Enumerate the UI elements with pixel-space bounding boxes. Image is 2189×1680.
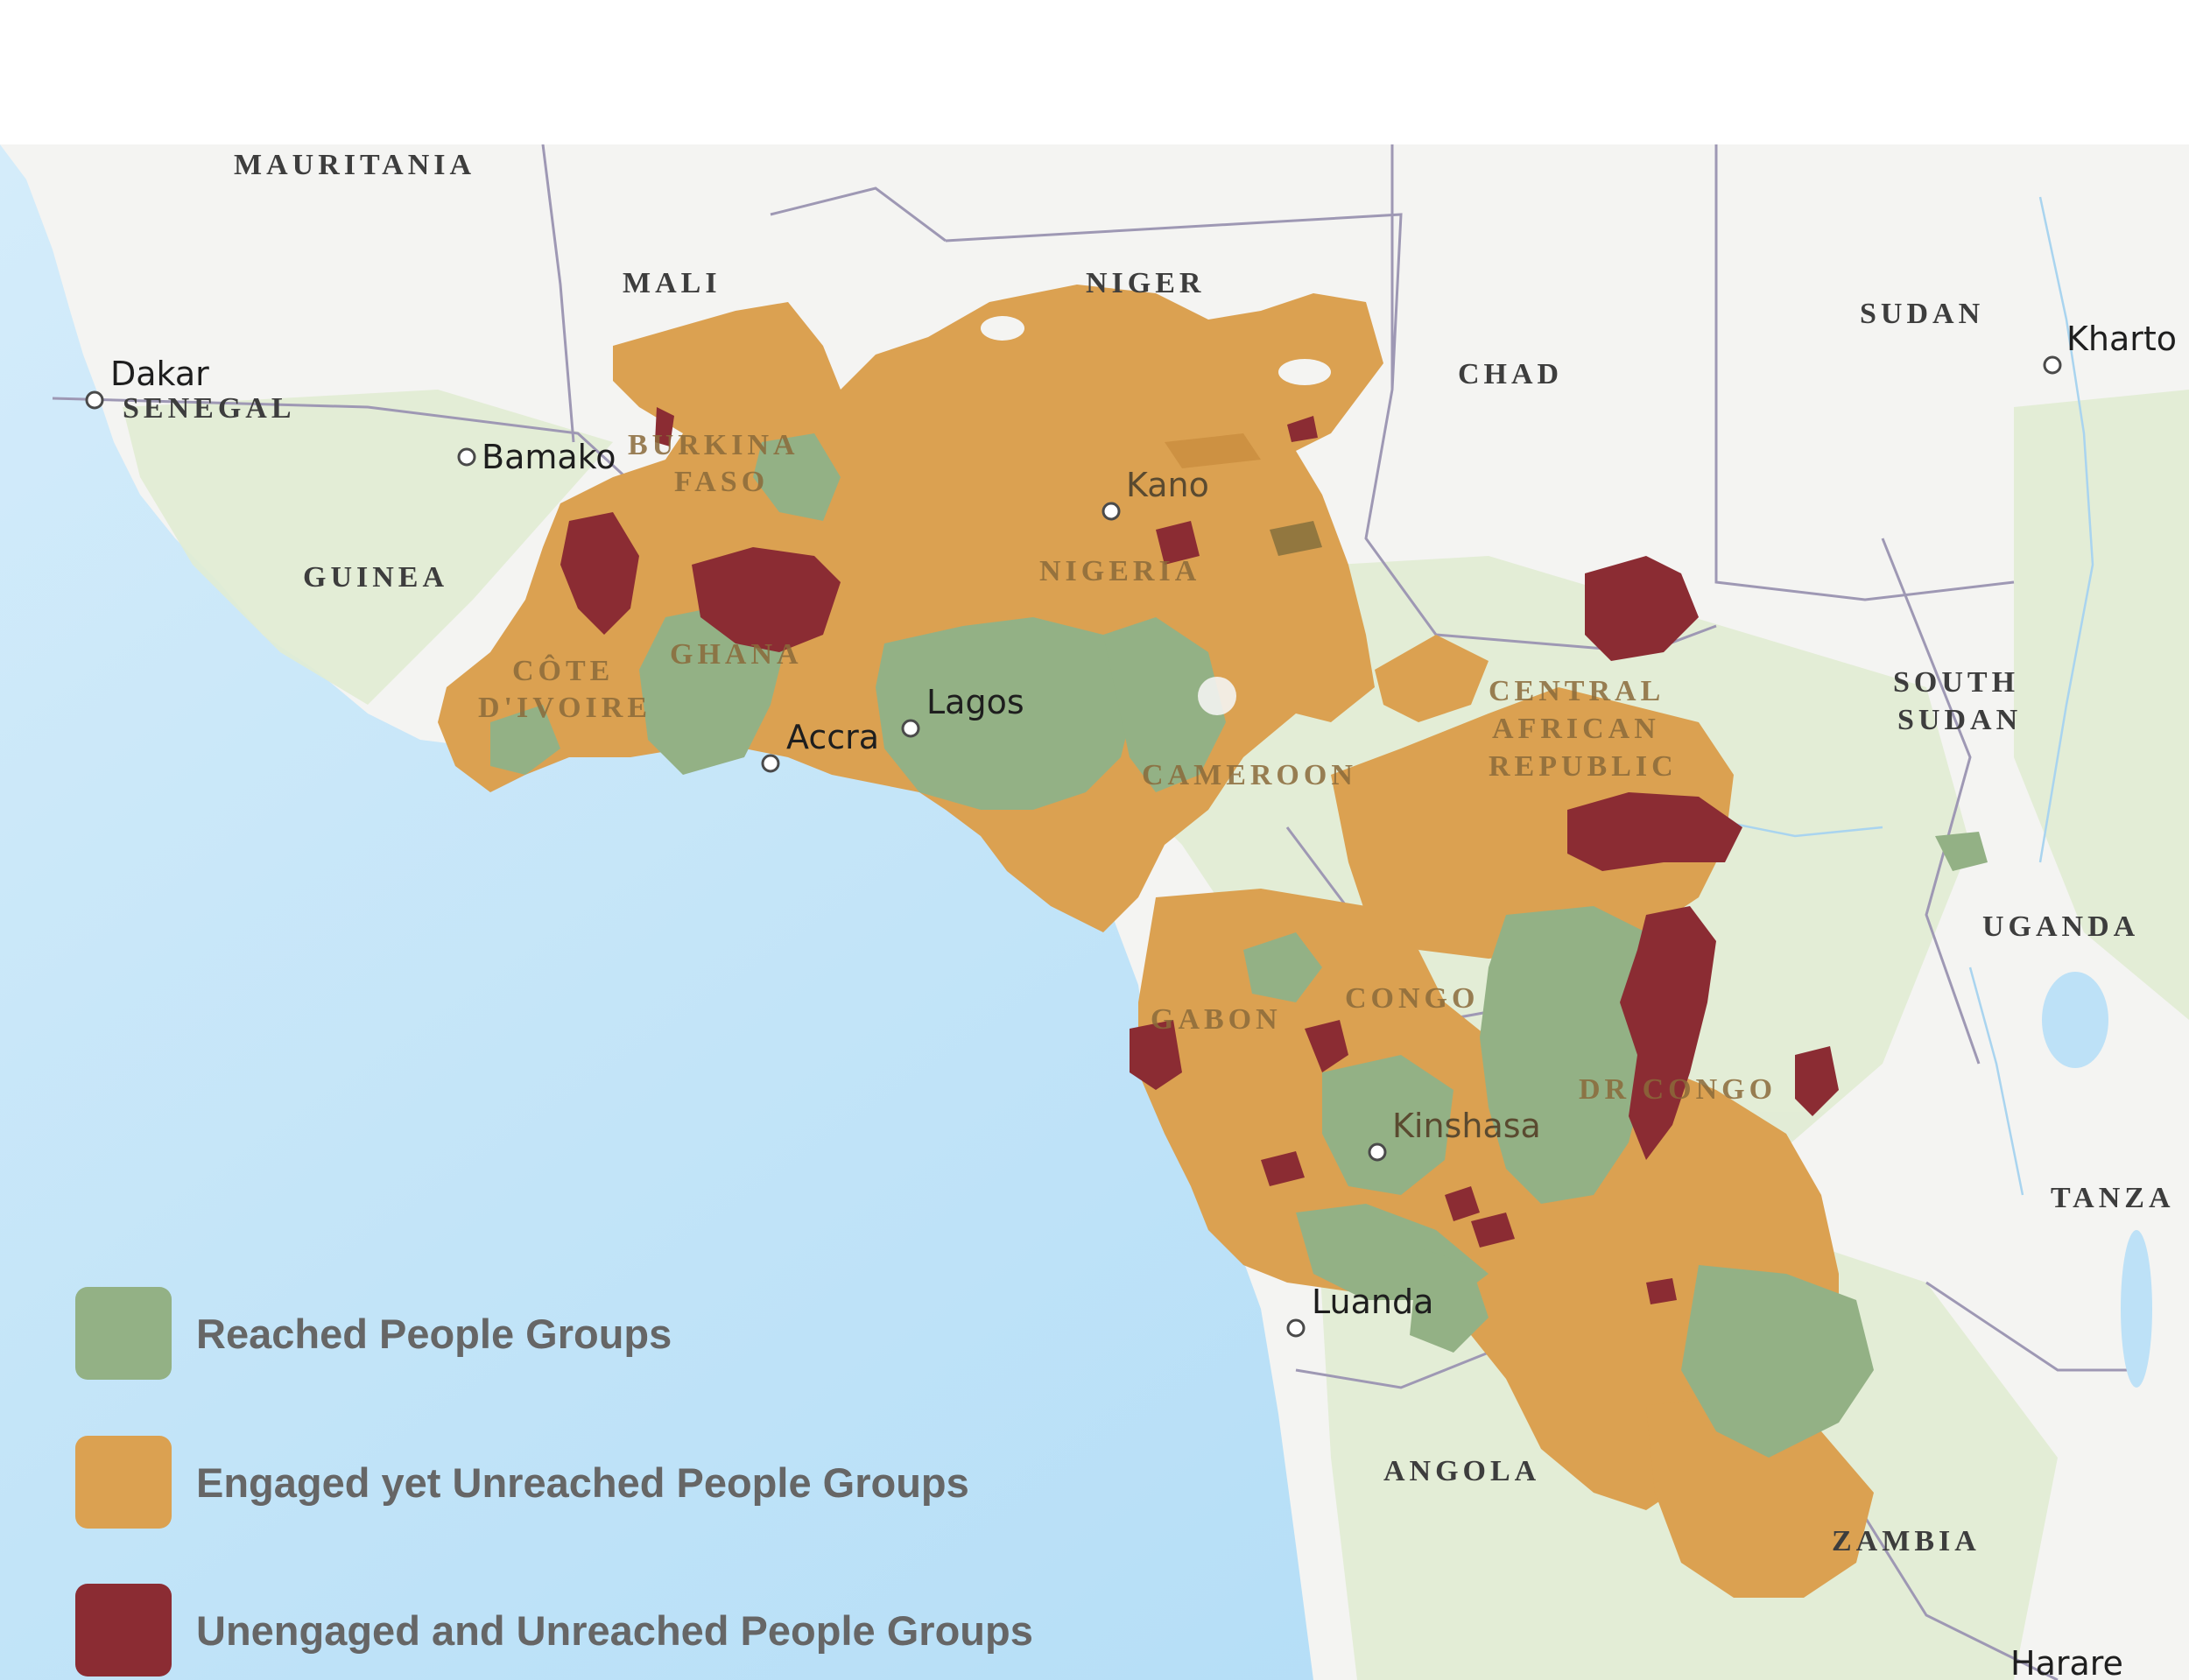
label-senegal: SENEGAL [123,392,296,425]
label-nigeria: NIGERIA [1039,555,1200,587]
label-tanzania: TANZA [2051,1182,2175,1214]
label-accra: Accra [786,718,879,756]
city-labels: Dakar Bamako Kano Lagos Accra Kinshasa L… [110,320,2177,1680]
legend-swatch-engaged-unreached [75,1436,172,1529]
city-marker-bamako [457,447,476,467]
label-mali: MALI [623,267,721,299]
label-burkina-1: BURKINA [628,429,799,461]
legend-swatch-reached [75,1287,172,1380]
reached-regions [490,433,1988,1458]
label-dr-congo: DR CONGO [1579,1073,1777,1106]
city-markers [85,355,2062,1338]
label-ghana: GHANA [670,638,803,671]
legend-label-engaged-unreached: Engaged yet Unreached People Groups [196,1459,969,1506]
label-sudan: SUDAN [1860,298,1984,330]
city-marker-kano [1102,502,1121,521]
legend-item-engaged-unreached: Engaged yet Unreached People Groups [75,1436,1126,1532]
country-labels: MAURITANIA MALI NIGER CHAD SUDAN SENEGAL… [123,149,2175,1557]
label-harare: Harare [2010,1644,2123,1680]
label-south-sudan-1: SOUTH [1893,666,2019,699]
legend-item-reached: Reached People Groups [75,1287,1126,1383]
label-luanda: Luanda [1312,1283,1433,1321]
label-car-1: CENTRAL [1489,675,1665,707]
legend-swatch-unengaged-unreached [75,1584,172,1676]
legend-item-unengaged-unreached: Unengaged and Unreached People Groups [75,1584,1126,1680]
map-details [981,316,1331,715]
label-lagos: Lagos [926,683,1024,721]
map-legend: Reached People Groups Engaged yet Unreac… [75,1287,1126,1680]
legend-label-reached: Reached People Groups [196,1311,672,1357]
label-south-sudan-2: SUDAN [1897,704,2022,736]
legend-label-unengaged-unreached: Unengaged and Unreached People Groups [196,1607,1033,1654]
label-burkina-2: FASO [674,466,769,498]
label-cameroon: CAMEROON [1142,759,1357,791]
label-kinshasa: Kinshasa [1392,1107,1541,1145]
map-view[interactable]: MAURITANIA MALI NIGER CHAD SUDAN SENEGAL… [0,144,2189,1680]
label-cote-1: CÔTE [512,654,614,687]
city-marker-luanda [1286,1318,1306,1338]
label-uganda: UGANDA [1982,910,2139,943]
label-khartoum: Kharto [2066,320,2177,358]
city-marker-accra [761,754,780,773]
label-mauritania: MAURITANIA [234,149,475,181]
label-zambia: ZAMBIA [1832,1525,1981,1557]
label-chad: CHAD [1458,358,1563,390]
label-gabon: GABON [1151,1003,1282,1036]
label-guinea: GUINEA [303,561,448,594]
label-car-3: REPUBLIC [1489,750,1678,783]
label-congo: CONGO [1345,982,1479,1015]
label-cote-2: D'IVOIRE [478,692,651,724]
unengaged-unreached-regions [560,407,1839,1304]
label-angola: ANGOLA [1383,1455,1540,1487]
city-marker-lagos [901,719,920,738]
label-car-2: AFRICAN [1492,713,1660,745]
lakes [2042,972,2152,1388]
city-marker-kinshasa [1368,1142,1387,1162]
city-marker-dakar [85,390,104,410]
label-kano: Kano [1126,466,1209,504]
label-dakar: Dakar [110,355,209,393]
label-bamako: Bamako [482,438,616,476]
city-marker-khartoum [2043,355,2062,375]
label-niger: NIGER [1086,267,1205,299]
map-canvas[interactable]: MAURITANIA MALI NIGER CHAD SUDAN SENEGAL… [0,144,2189,1680]
